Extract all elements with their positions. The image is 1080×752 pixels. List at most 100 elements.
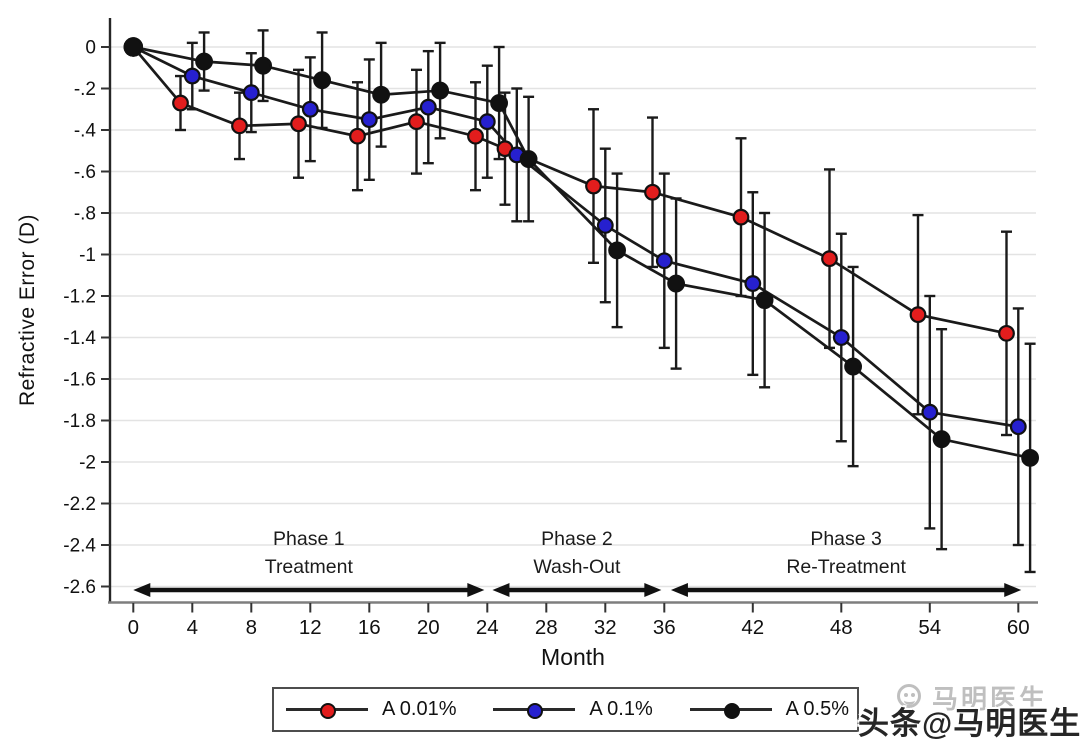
- x-axis-title: Month: [541, 644, 605, 670]
- x-tick-label: 20: [417, 616, 440, 639]
- x-tick-label: 4: [187, 616, 198, 639]
- watermark: 头条@马明医生: [858, 706, 1080, 741]
- legend-entry-a05: A 0.5%: [689, 698, 849, 721]
- legend-box: A 0.01% A 0.1% A 0.5%: [272, 687, 859, 732]
- x-tick-label: 0: [128, 616, 139, 639]
- legend-label: A 0.5%: [785, 698, 849, 720]
- data-point: [909, 306, 927, 324]
- icon-mouth: [904, 696, 915, 705]
- arrow-left-icon: [492, 583, 510, 597]
- data-point: [372, 85, 391, 104]
- x-tick-label: 42: [741, 616, 764, 639]
- y-axis-title: Refractive Error (D): [16, 213, 39, 407]
- arrow-right-icon: [644, 583, 662, 597]
- data-point: [195, 52, 214, 71]
- data-point: [490, 94, 509, 112]
- y-tick-label: -2.4: [63, 536, 96, 557]
- x-tick-label: 60: [1007, 616, 1030, 639]
- data-point: [254, 56, 273, 75]
- blue-marker-icon: [527, 702, 544, 719]
- data-point: [360, 111, 378, 129]
- legend-swatch: [286, 702, 368, 719]
- refractive-error-chart: 0 -.2 -.4 -.6 -.8 -1 -1.2 -1.4 -1.6 -1.8 -2 -2.2 -2.…: [63, 18, 1039, 639]
- x-tick-label: 8: [246, 616, 257, 639]
- data-point: [744, 275, 762, 292]
- data-point: [755, 291, 774, 310]
- series-line: [132, 46, 1007, 335]
- data-point: [932, 430, 951, 449]
- data-point: [123, 37, 144, 57]
- data-point: [608, 241, 626, 260]
- legend-entry-a01: A 0.1%: [493, 698, 653, 721]
- x-tick-label: 54: [918, 616, 941, 639]
- red-marker-icon: [320, 702, 336, 719]
- phase-label: Phase 2: [541, 528, 613, 550]
- y-tick-label: -1.8: [63, 411, 96, 432]
- x-tick-label: 28: [535, 616, 558, 639]
- y-tick-label: -2.2: [63, 494, 96, 515]
- y-tick-label: 0: [85, 38, 96, 59]
- data-point: [408, 113, 425, 131]
- data-point: [1021, 448, 1039, 467]
- icon-eye: [911, 693, 915, 697]
- data-point: [844, 357, 862, 376]
- data-point: [183, 67, 201, 85]
- data-point: [667, 274, 685, 293]
- data-point: [596, 217, 614, 234]
- data-point: [832, 329, 850, 346]
- arrow-right-icon: [1004, 583, 1022, 597]
- data-point: [242, 84, 260, 102]
- legend-label: A 0.01%: [382, 698, 457, 720]
- data-point: [349, 127, 366, 145]
- series-line: [132, 45, 1019, 429]
- data-point: [519, 150, 538, 168]
- x-tick-label: 16: [358, 616, 381, 639]
- y-tick-label: -.2: [74, 79, 96, 100]
- data-point: [644, 183, 661, 201]
- watermark-ghost: 马明医生: [932, 684, 1049, 714]
- legend-label: A 0.1%: [589, 698, 653, 720]
- data-point: [585, 177, 602, 195]
- legend-swatch: [689, 702, 772, 719]
- y-tick-label: -2.6: [63, 577, 96, 598]
- data-point: [998, 324, 1015, 342]
- black-marker-icon: [723, 702, 740, 719]
- phase-label: Re-Treatment: [786, 556, 906, 578]
- data-point: [478, 113, 496, 131]
- legend-entry-a001: A 0.01%: [286, 698, 457, 721]
- toutiao-face-icon: [897, 684, 921, 708]
- data-point: [172, 94, 189, 112]
- y-tick-label: -.4: [74, 121, 97, 142]
- x-tick-label: 12: [299, 616, 322, 639]
- x-tick-label: 48: [830, 616, 853, 639]
- data-point: [732, 208, 750, 226]
- arrow-right-icon: [467, 583, 485, 597]
- data-point: [921, 403, 939, 421]
- y-tick-label: -.8: [74, 204, 96, 225]
- data-point: [301, 100, 319, 118]
- y-tick-label: -1.4: [63, 328, 96, 349]
- arrow-left-icon: [133, 583, 151, 597]
- phase-label: Phase 3: [810, 528, 882, 550]
- phase-label: Phase 1: [273, 528, 345, 550]
- y-tick-label: -.6: [74, 162, 96, 183]
- phase-label: Treatment: [265, 556, 354, 578]
- x-tick-label: 24: [476, 616, 499, 639]
- data-point: [1009, 418, 1027, 436]
- y-tick-label: -2: [79, 453, 96, 474]
- icon-eye: [904, 693, 908, 697]
- x-tick-label: 36: [653, 616, 676, 639]
- y-tick-label: -1.2: [63, 287, 96, 308]
- y-tick-label: -1.6: [63, 370, 96, 391]
- legend-swatch: [493, 702, 576, 719]
- data-point: [290, 115, 307, 133]
- data-point: [467, 127, 484, 145]
- data-point: [419, 98, 437, 116]
- phase-label: Wash-Out: [533, 556, 621, 578]
- data-point: [313, 71, 332, 90]
- series-line: [133, 45, 1031, 460]
- x-tick-label: 32: [594, 616, 617, 639]
- data-point: [821, 250, 838, 268]
- data-point: [431, 81, 450, 100]
